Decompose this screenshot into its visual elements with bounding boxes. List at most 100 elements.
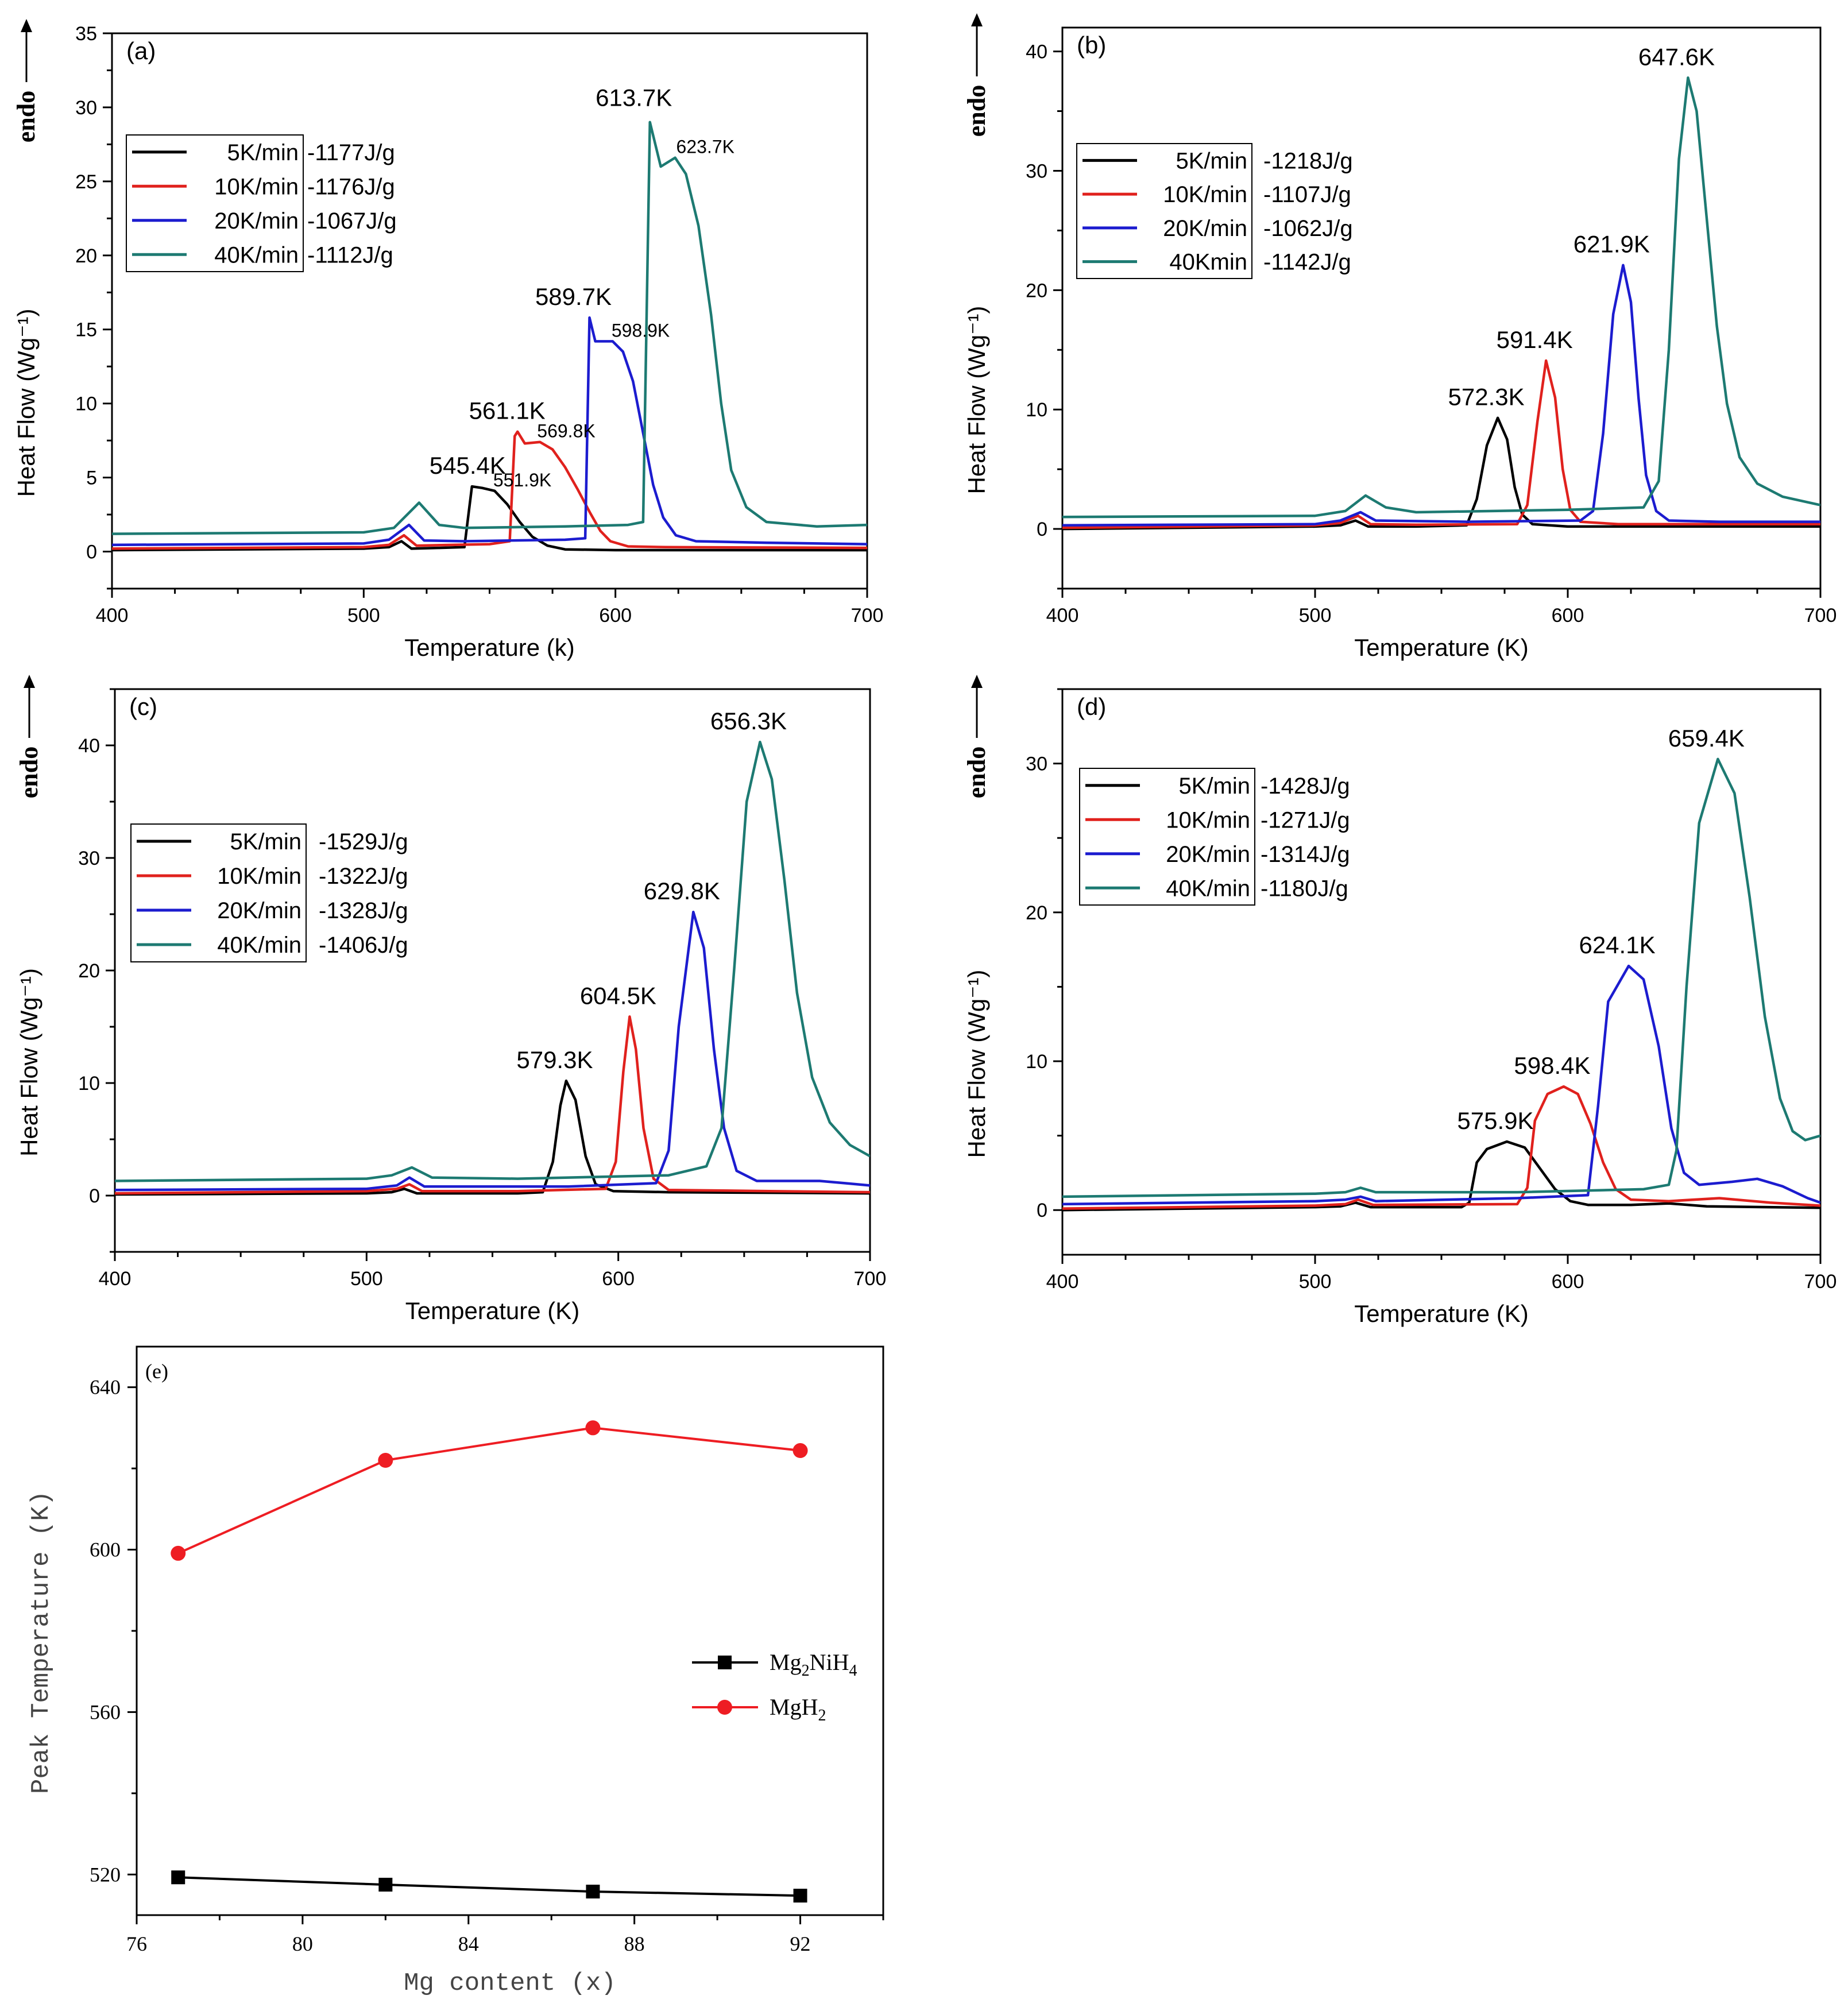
legend-enthalpy: -1176J/g <box>307 174 395 199</box>
x-axis-title: Temperature (K) <box>1354 634 1528 661</box>
data-point-square <box>171 1870 185 1885</box>
x-axis-title: Temperature (K) <box>1354 1300 1528 1327</box>
y-tick-label: 10 <box>1026 1051 1047 1073</box>
legend-rate: 20K/min <box>1163 216 1247 241</box>
x-axis-title: Temperature (k) <box>404 634 574 661</box>
legend-enthalpy: -1112J/g <box>307 242 393 268</box>
endo-arrow-head-icon <box>21 19 32 32</box>
legend-box <box>130 823 307 962</box>
y-tick-label: 15 <box>75 319 97 341</box>
legend-box <box>1076 143 1252 279</box>
plot-frame <box>111 32 868 590</box>
legend-label: Mg2NiH4 <box>770 1649 857 1680</box>
y-tick-label: 30 <box>75 97 97 119</box>
legend-enthalpy: -1314J/g <box>1261 842 1350 867</box>
peak-annotation: 598.9K <box>612 320 670 341</box>
y-tick-label: 20 <box>1026 280 1047 301</box>
series-line-20kmin <box>1062 264 1820 527</box>
legend-rate: 5K/min <box>227 140 299 165</box>
y-tick-label: 30 <box>1026 160 1047 182</box>
y-tick-label: 560 <box>90 1700 121 1723</box>
panel-e: 76 80 84 88 92 520 560 600 640 Mg content (x) Peak… <box>27 1345 884 1998</box>
legend-enthalpy: -1218J/g <box>1263 148 1353 173</box>
legend-marker <box>718 1656 732 1669</box>
legend-rate: 5K/min <box>1176 148 1248 173</box>
x-tick-label: 400 <box>99 1268 132 1290</box>
endo-arrow-head-icon <box>24 675 35 688</box>
y-tick-label: 520 <box>90 1863 121 1886</box>
series-line-40kmin <box>112 121 867 535</box>
y-tick-label: 20 <box>75 245 97 267</box>
y-tick-label: 20 <box>1026 902 1047 924</box>
legend-rate: 10K/min <box>1163 182 1247 207</box>
y-tick-label: 10 <box>78 1073 100 1095</box>
legend-rate: 40K/min <box>217 933 301 958</box>
panel-a: 400 500 600 700 0 5 10 15 20 25 30 35 Temperature (k… <box>12 19 883 661</box>
legend-enthalpy: -1062J/g <box>1263 216 1353 241</box>
legend-rate: 20K/min <box>217 898 301 923</box>
legend-box <box>126 134 304 272</box>
legend-enthalpy: -1142J/g <box>1263 250 1351 275</box>
legend-rate: 40K/min <box>1166 876 1250 901</box>
series-line-40kmin <box>1062 757 1820 1198</box>
peak-annotation: 579.3K <box>516 1046 593 1073</box>
plot-frame <box>136 1345 884 1916</box>
y-axis-title: Heat Flow (Wg⁻¹) <box>13 309 40 497</box>
legend-marker <box>717 1700 732 1715</box>
y-tick-label: 40 <box>78 735 100 757</box>
y-tick-label: 600 <box>90 1538 121 1561</box>
x-tick-label: 500 <box>347 605 380 627</box>
peak-annotation: 561.1K <box>469 397 546 424</box>
legend-enthalpy: -1177J/g <box>307 140 395 165</box>
panel-label: (a) <box>126 37 156 64</box>
data-point-square <box>586 1884 600 1898</box>
legend-rate: 10K/min <box>217 864 301 889</box>
series-line-10kmin <box>115 1015 870 1195</box>
y-tick-label: 25 <box>75 171 97 193</box>
peak-annotation: 613.7K <box>596 84 672 111</box>
series-line-20kmin <box>1062 964 1820 1206</box>
endo-label: endo <box>15 747 43 798</box>
peak-annotation: 656.3K <box>710 707 787 734</box>
peak-annotation: 572.3K <box>1448 384 1525 411</box>
legend-enthalpy: -1107J/g <box>1263 182 1351 207</box>
legend-rate: 10K/min <box>1166 807 1250 833</box>
x-tick-label: 700 <box>1804 1271 1837 1293</box>
endo-label: endo <box>962 747 991 798</box>
endo-arrow-head-icon <box>971 13 983 26</box>
series-line <box>178 1876 801 1897</box>
y-tick-label: 35 <box>75 23 97 45</box>
series-line-5kmin <box>1062 1140 1820 1212</box>
legend-label: MgH2 <box>770 1694 826 1724</box>
data-point-circle <box>585 1420 601 1436</box>
y-tick-label: 0 <box>1037 1200 1047 1221</box>
plot-frame <box>114 688 871 1253</box>
x-axis-title: Temperature (K) <box>405 1297 579 1324</box>
y-tick-label: 30 <box>78 848 100 869</box>
plot-frame <box>1061 26 1822 590</box>
series-line-10kmin <box>1062 359 1820 529</box>
x-axis-title: Mg content (x) <box>404 1969 616 1998</box>
legend-rate: 20K/min <box>214 208 299 234</box>
legend-enthalpy: -1067J/g <box>307 208 397 234</box>
y-tick-label: 10 <box>75 393 97 415</box>
data-point-circle <box>378 1453 393 1468</box>
series-line-5kmin <box>1062 416 1820 531</box>
legend-enthalpy: -1529J/g <box>319 829 408 854</box>
x-tick-label: 400 <box>1046 1271 1079 1293</box>
panel-label: (b) <box>1077 32 1106 59</box>
x-tick-label: 600 <box>602 1268 635 1290</box>
legend-enthalpy: -1328J/g <box>319 898 408 923</box>
series-line-40kmin <box>1062 76 1820 519</box>
series-line-20kmin <box>112 316 867 547</box>
peak-annotation: 551.9K <box>493 470 551 490</box>
x-tick-label: 500 <box>350 1268 383 1290</box>
endo-label: endo <box>962 85 991 137</box>
peak-annotation: 659.4K <box>1668 725 1745 752</box>
y-axis-title: Heat Flow (Wg⁻¹) <box>963 306 990 494</box>
peak-annotation: 545.4K <box>430 452 506 479</box>
peak-annotation: 575.9K <box>1457 1107 1533 1134</box>
y-tick-label: 640 <box>90 1376 121 1399</box>
y-tick-label: 10 <box>1026 399 1047 421</box>
peak-annotation: 569.8K <box>537 421 595 442</box>
